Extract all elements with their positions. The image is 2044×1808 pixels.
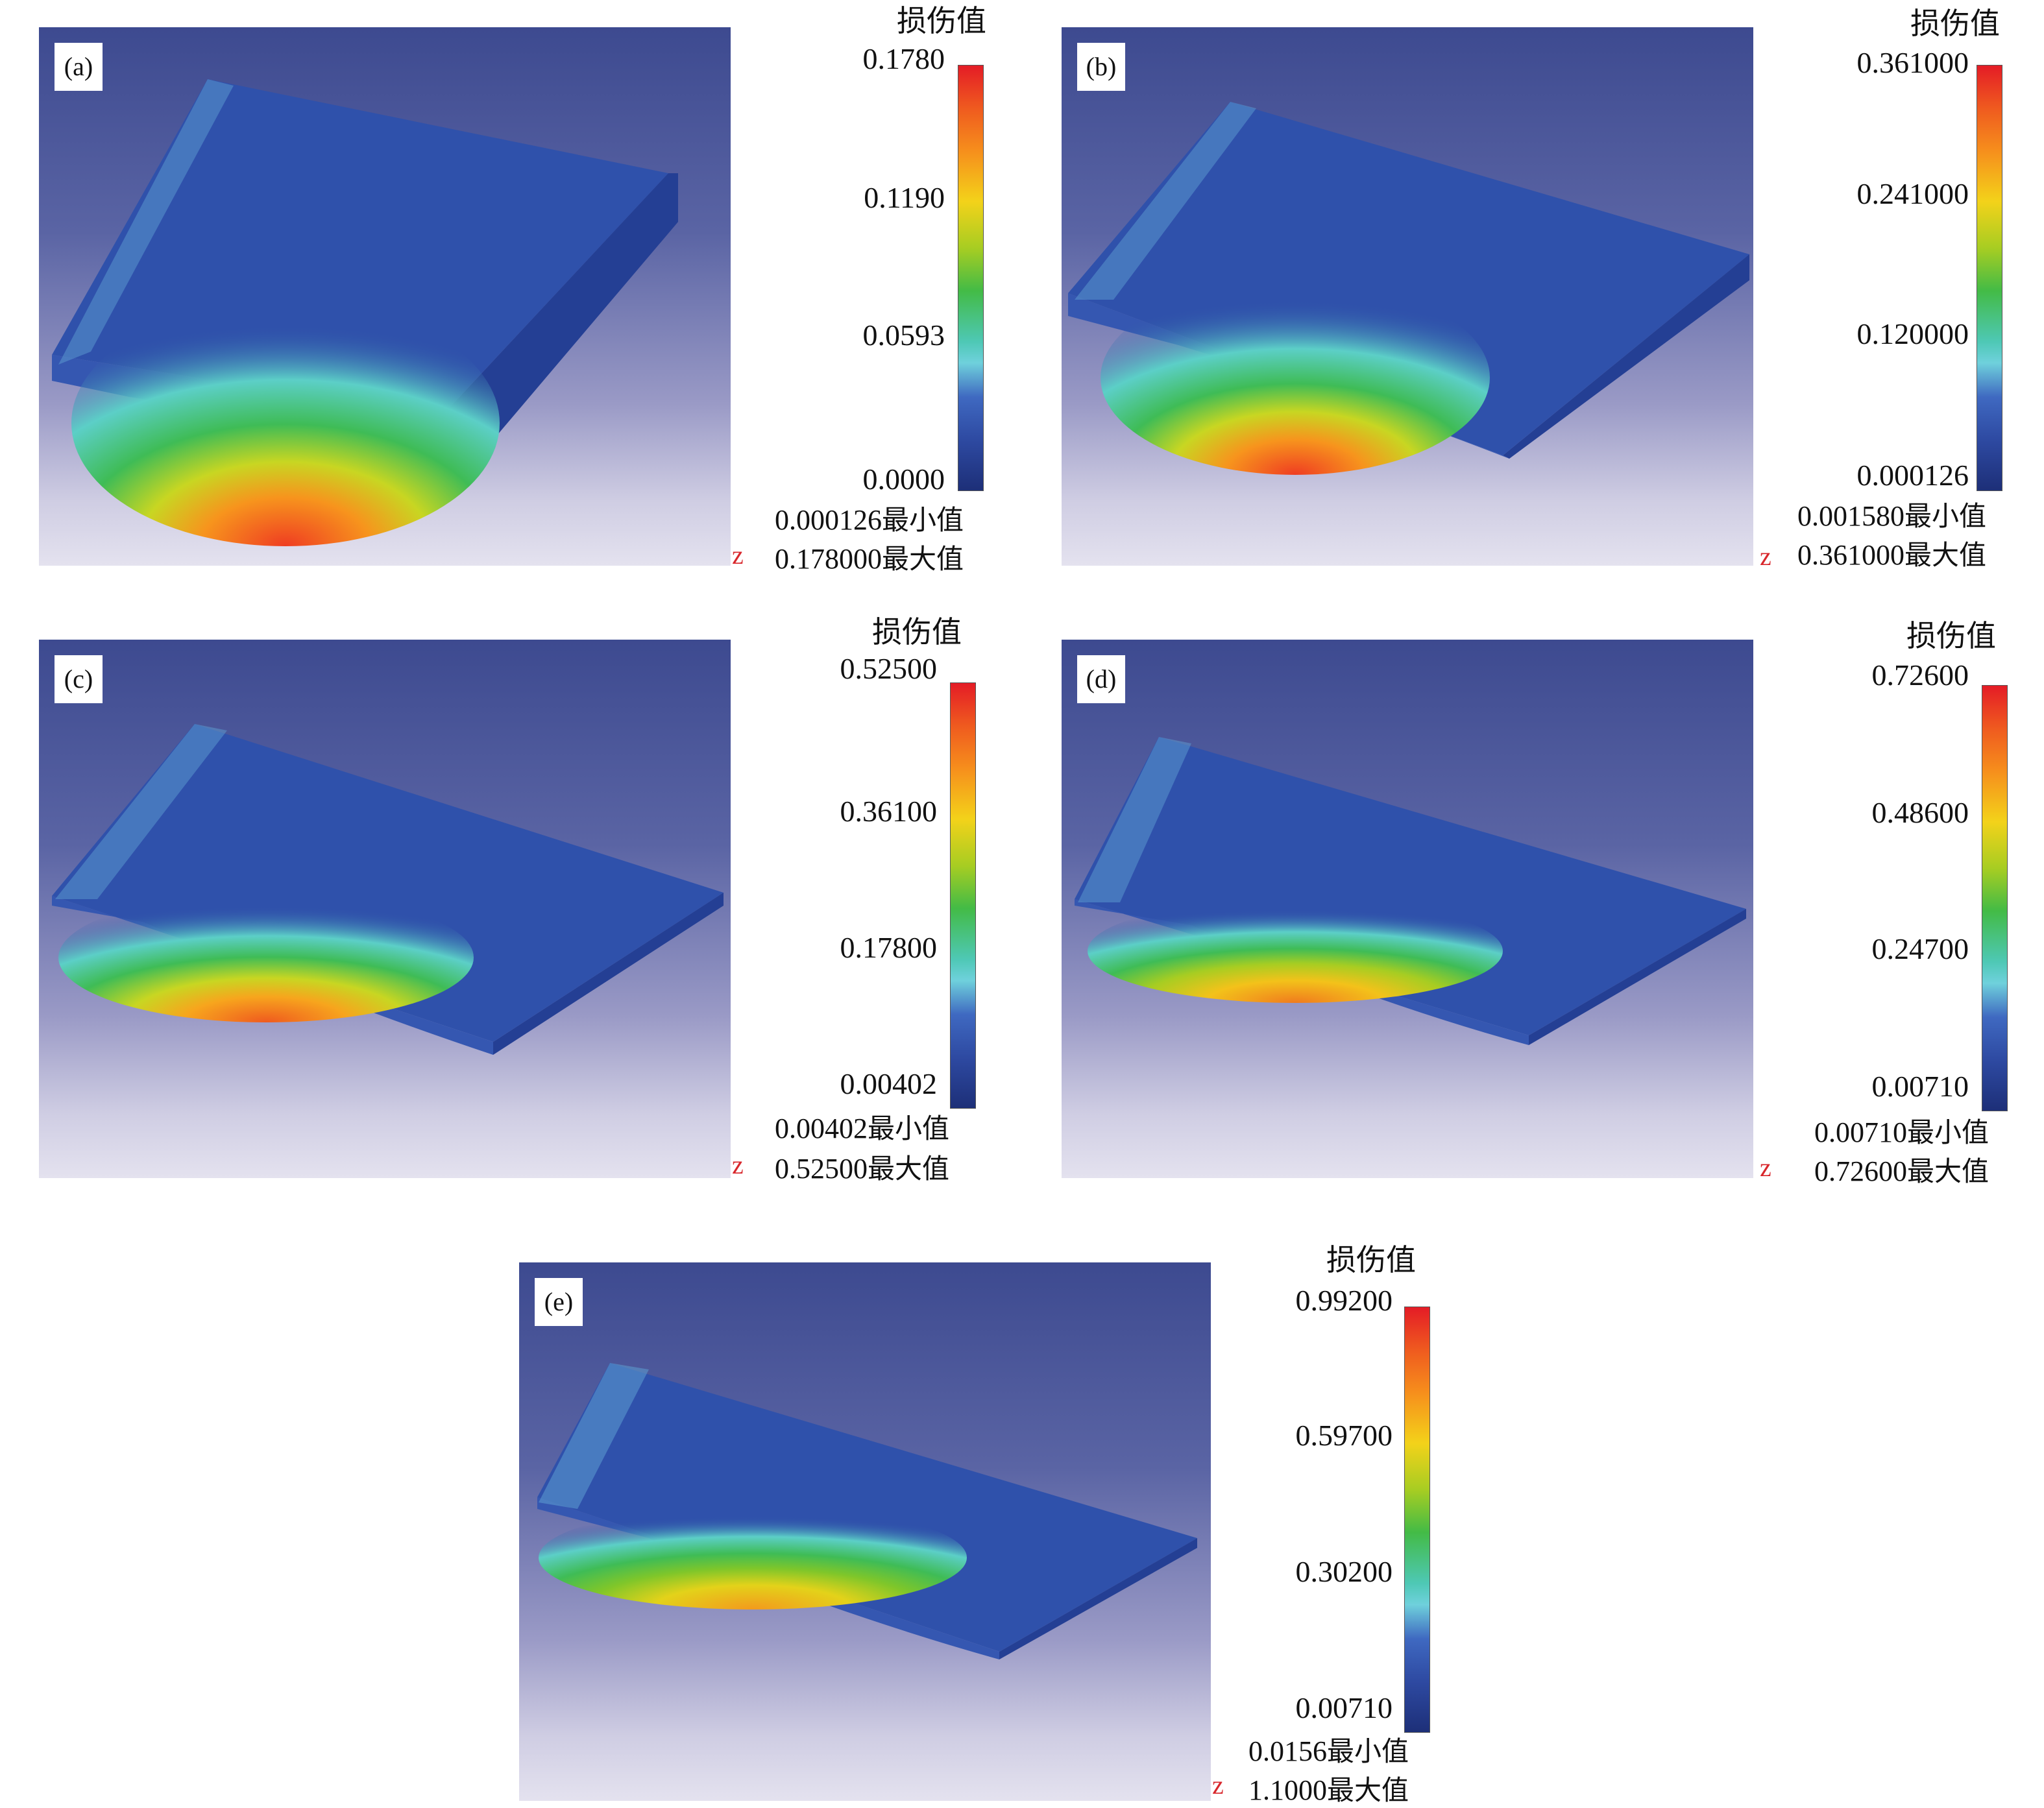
side-face (999, 1538, 1197, 1659)
colorbar-tick-min: 0.0000 (862, 463, 945, 496)
colorbar (1982, 685, 2008, 1111)
damage-model-c (52, 724, 724, 1055)
colorbar-tick: 0.30200 (1295, 1555, 1393, 1588)
colorbar (950, 682, 976, 1109)
damage-model-b (1068, 102, 1749, 475)
min-value-label: 0.000126最小值 (775, 504, 964, 536)
legend-title: 损伤值 (1910, 6, 2000, 41)
colorbar (1404, 1307, 1430, 1733)
damage-hotspot (1101, 280, 1490, 475)
legend-title: 损伤值 (897, 3, 986, 38)
max-value-label: 0.178000最大值 (775, 543, 964, 575)
colorbar (1977, 65, 2002, 491)
front-face (1075, 899, 1529, 1045)
colorbar-tick-max: 0.99200 (1295, 1284, 1393, 1317)
damage-model-e (537, 1363, 1197, 1659)
panel-tag: (d) (1077, 655, 1125, 703)
axis-z-label: z (1212, 1770, 1224, 1800)
colorbar-tick-max: 0.1780 (862, 42, 945, 75)
viewport-panel-a: (a) (39, 27, 731, 566)
colorbar-tick: 0.120000 (1856, 317, 1969, 350)
damage-hotspot (58, 893, 474, 1022)
colorbar-tick-min: 0.000126 (1856, 459, 1969, 492)
colorbar-tick: 0.48600 (1871, 796, 1969, 829)
colorbar (958, 65, 984, 491)
max-value-label: 0.72600最大值 (1814, 1155, 1989, 1187)
max-value-label: 0.361000最大值 (1797, 539, 1987, 571)
colorbar-tick-max: 0.361000 (1856, 46, 1969, 79)
colorbar-tick-max: 0.52500 (840, 652, 938, 685)
damage-hotspot (539, 1506, 967, 1609)
axis-z-label: z (1760, 1153, 1771, 1182)
colorbar-tick: 0.0593 (862, 319, 945, 352)
top-surface (52, 724, 724, 1042)
viewport-panel-b: (b) (1062, 27, 1753, 566)
min-value-label: 0.0156最小值 (1248, 1735, 1409, 1767)
panel-tag: (e) (535, 1278, 583, 1326)
min-value-label: 0.001580最小值 (1797, 500, 1987, 532)
colorbar-tick: 0.24700 (1871, 932, 1969, 965)
top-surface (1068, 102, 1749, 455)
top-surface (1075, 737, 1746, 1035)
colorbar-tick-min: 0.00402 (840, 1067, 938, 1100)
damage-model-a (52, 79, 678, 546)
colorbar-tick-min: 0.00710 (1871, 1070, 1969, 1103)
colorbar-tick: 0.1190 (864, 181, 945, 214)
viewport-panel-e: (e) (519, 1262, 1211, 1801)
colorbar-tick: 0.17800 (840, 931, 938, 964)
colorbar-tick: 0.241000 (1856, 177, 1969, 210)
side-face (441, 173, 678, 478)
side-face (1503, 254, 1749, 459)
max-value-label: 1.1000最大值 (1248, 1774, 1409, 1806)
damage-model-d (1075, 737, 1746, 1045)
front-face (52, 896, 493, 1055)
axis-z-label: z (732, 540, 744, 570)
min-value-label: 0.00402最小值 (775, 1113, 950, 1144)
legend-title: 损伤值 (1326, 1242, 1416, 1277)
max-value-label: 0.52500最大值 (775, 1153, 950, 1185)
legend-title: 损伤值 (1906, 618, 1996, 653)
colorbar-tick-max: 0.72600 (1871, 658, 1969, 692)
panel-tag: (c) (55, 655, 103, 703)
damage-hotspot (1088, 899, 1503, 1003)
side-face (1529, 909, 1746, 1045)
viewport-panel-c: (c) (39, 640, 731, 1178)
top-surface (537, 1363, 1197, 1652)
viewport-panel-d: (d) (1062, 640, 1753, 1178)
colorbar-tick: 0.36100 (840, 795, 938, 828)
colorbar-tick: 0.59700 (1295, 1419, 1393, 1452)
side-face (493, 893, 724, 1055)
legend-title: 损伤值 (872, 614, 962, 649)
colorbar-tick-min: 0.00710 (1295, 1691, 1393, 1724)
panel-tag: (a) (55, 43, 103, 91)
panel-tag: (b) (1077, 43, 1125, 91)
damage-hotspot (71, 300, 500, 546)
axis-z-label: z (732, 1150, 744, 1179)
axis-z-label: z (1760, 542, 1771, 571)
min-value-label: 0.00710最小值 (1814, 1116, 1989, 1148)
